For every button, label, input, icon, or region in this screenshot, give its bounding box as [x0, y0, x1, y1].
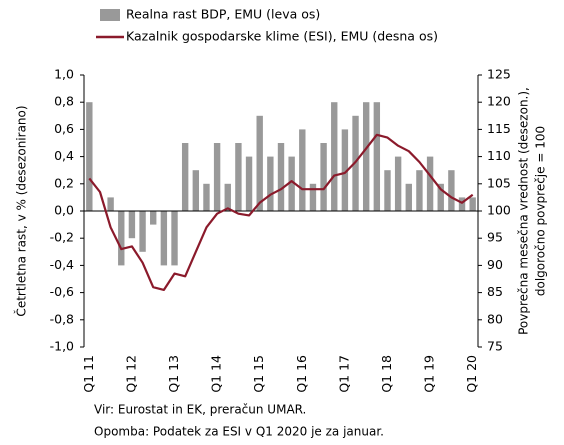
y2-axis-title: Povprečna mesečna vrednost (desezon.), — [517, 87, 531, 335]
y-tick-label: 0,2 — [54, 175, 74, 190]
bar — [267, 156, 274, 211]
y-tick-label: 0,8 — [54, 94, 74, 109]
y2-tick-label: 110 — [487, 148, 511, 163]
x-tick-label: Q1 14 — [209, 355, 224, 393]
bar — [203, 183, 210, 211]
bar — [437, 183, 444, 211]
bar — [224, 183, 231, 211]
bar — [277, 143, 285, 211]
bar — [86, 102, 93, 211]
y-tick-label: 0,0 — [54, 203, 74, 218]
bar — [469, 197, 476, 211]
bar — [150, 211, 157, 225]
y-tick-label: 0,6 — [54, 121, 74, 136]
y2-axis-title: dolgoročno povprečje = 100 — [534, 126, 548, 296]
bar — [245, 156, 253, 211]
x-tick-label: Q1 19 — [422, 355, 437, 393]
bar — [405, 183, 412, 211]
bar — [426, 156, 434, 211]
x-tick-label: Q1 12 — [123, 355, 138, 393]
note: Vir: Eurostat in EK, preračun UMAR. — [94, 403, 306, 417]
y-axis-title: Četrtletna rast, v % (desezonirano) — [14, 105, 29, 316]
x-tick-label: Q1 11 — [81, 355, 96, 393]
x-tick-label: Q1 15 — [251, 355, 266, 393]
y-tick-label: -0,6 — [50, 284, 74, 299]
bar — [288, 156, 295, 211]
y2-tick-label: 100 — [487, 203, 511, 218]
bar — [416, 170, 423, 211]
y2-tick-label: 120 — [487, 94, 511, 109]
y-tick-label: -1,0 — [50, 339, 74, 354]
bar — [448, 170, 455, 211]
note: Opomba: Podatek za ESI v Q1 2020 je za j… — [94, 425, 384, 439]
bar — [299, 129, 306, 211]
y2-tick-label: 75 — [487, 339, 503, 354]
legend-swatch — [100, 9, 120, 21]
bar — [213, 143, 221, 211]
bar — [394, 156, 402, 211]
x-tick-label: Q1 13 — [166, 355, 181, 393]
y2-tick-label: 95 — [487, 230, 503, 245]
x-tick-label: Q1 18 — [379, 355, 394, 393]
y-tick-label: -0,2 — [50, 230, 74, 245]
bar — [309, 183, 317, 211]
bar — [118, 211, 125, 266]
y2-tick-label: 115 — [487, 121, 511, 136]
bar — [373, 102, 381, 211]
bar — [458, 197, 466, 211]
bar — [235, 143, 242, 211]
y-tick-label: -0,8 — [50, 311, 74, 326]
y2-tick-label: 125 — [487, 67, 511, 82]
bar — [107, 197, 114, 211]
bar — [128, 211, 136, 239]
bar — [139, 211, 146, 252]
bar — [320, 143, 327, 211]
x-tick-label: Q1 16 — [294, 355, 309, 393]
bar — [331, 102, 338, 211]
bar — [341, 129, 349, 211]
bar — [160, 211, 168, 266]
legend-label: Kazalnik gospodarske klime (ESI), EMU (d… — [126, 29, 438, 44]
bar — [384, 170, 391, 211]
y2-tick-label: 90 — [487, 257, 503, 272]
bar — [256, 115, 263, 211]
y-tick-label: -0,4 — [50, 257, 74, 272]
x-tick-label: Q1 17 — [336, 355, 351, 393]
y2-tick-label: 80 — [487, 311, 503, 326]
y-tick-label: 1,0 — [54, 67, 74, 82]
x-tick-label: Q1 20 — [464, 355, 479, 393]
line — [88, 133, 474, 291]
y2-tick-label: 85 — [487, 284, 503, 299]
bar — [362, 102, 370, 211]
y-tick-label: 0,4 — [54, 148, 74, 163]
legend-label: Realna rast BDP, EMU (leva os) — [126, 7, 320, 22]
bar — [192, 170, 200, 211]
y2-tick-label: 105 — [487, 175, 511, 190]
bar — [181, 143, 189, 211]
bar — [171, 211, 178, 266]
